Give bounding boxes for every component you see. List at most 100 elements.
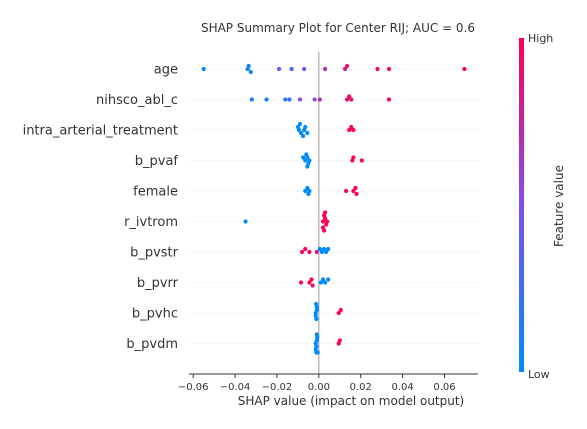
- shap-point: [299, 249, 305, 255]
- shap-point: [321, 246, 327, 252]
- shap-point: [303, 246, 308, 252]
- shap-point: [301, 133, 306, 139]
- shap-point: [351, 155, 356, 160]
- shap-point: [276, 66, 282, 72]
- colorbar-title: Feature value: [552, 165, 566, 247]
- shap-point: [326, 277, 331, 282]
- shap-point: [337, 338, 342, 343]
- shap-point: [345, 63, 350, 69]
- shap-point: [304, 152, 309, 157]
- shap-point: [298, 280, 304, 285]
- shap-point: [307, 249, 312, 255]
- shap-point: [354, 191, 359, 197]
- feature-label: b_pvhc: [132, 307, 178, 322]
- shap-point: [297, 121, 303, 127]
- shap-point: [326, 246, 331, 252]
- shap-point: [317, 97, 322, 102]
- shap-point: [345, 97, 350, 102]
- shap-point: [320, 219, 326, 224]
- shap-point: [338, 307, 343, 313]
- shap-point: [462, 66, 467, 72]
- colorbar-low-label: Low: [528, 368, 550, 381]
- shap-point: [349, 97, 354, 102]
- shap-point: [314, 316, 319, 322]
- shap-point: [359, 158, 364, 163]
- colorbar: [519, 38, 524, 372]
- x-tick-label: 0.06: [433, 382, 455, 393]
- feature-label: nihsco_abl_c: [96, 93, 178, 108]
- shap-point: [305, 164, 310, 169]
- shap-point: [323, 280, 328, 285]
- x-tick-label: −0.06: [178, 382, 209, 393]
- x-tick-label: 0.04: [391, 382, 413, 393]
- shap-point: [298, 130, 304, 136]
- x-axis-ticks: −0.06 −0.04 −0.02 0.00 0.02 0.04 0.06: [178, 374, 456, 393]
- shap-point: [287, 97, 292, 102]
- shap-point: [349, 124, 354, 130]
- shap-point: [323, 66, 328, 72]
- feature-label: female: [133, 185, 178, 200]
- shap-point: [336, 310, 341, 316]
- shap-point: [314, 332, 319, 337]
- feature-rows: age nihsco_abl_c intra_arterial_treatmentb…: [23, 63, 478, 352]
- shap-point: [307, 280, 312, 285]
- shap-point: [351, 127, 356, 133]
- shap-point: [314, 307, 319, 313]
- shap-point: [324, 249, 329, 255]
- shap-point: [317, 246, 322, 252]
- feature-label: b_pvrr: [137, 276, 179, 291]
- feature-label: b_pvstr: [130, 246, 179, 261]
- shap-point: [303, 188, 308, 194]
- shap-point: [351, 188, 356, 194]
- shap-point: [297, 97, 303, 102]
- feature-label: intra_arterial_treatment: [23, 124, 178, 139]
- shap-point: [353, 185, 358, 191]
- shap-point: [310, 283, 315, 288]
- shap-point: [342, 66, 348, 72]
- x-tick-label: −0.04: [220, 382, 251, 393]
- shap-point: [303, 124, 308, 130]
- shap-points: [201, 63, 467, 355]
- feature-label: b_pvdm: [126, 337, 178, 352]
- shap-point: [306, 191, 311, 197]
- shap-point: [314, 249, 319, 255]
- shap-point: [347, 94, 352, 99]
- shap-point: [314, 301, 319, 307]
- shap-point: [375, 66, 380, 72]
- shap-point: [243, 219, 248, 224]
- shap-point: [264, 97, 269, 102]
- shap-point: [347, 127, 352, 133]
- shap-point: [325, 219, 330, 224]
- feature-label: age: [154, 63, 178, 78]
- shap-point: [249, 97, 254, 102]
- shap-point: [301, 155, 306, 160]
- shap-point: [248, 69, 253, 75]
- shap-point: [283, 97, 288, 102]
- colorbar-high-label: High: [528, 32, 553, 45]
- shap-point: [302, 66, 307, 72]
- shap-point: [320, 277, 326, 282]
- x-axis-label: SHAP value (impact on model output): [238, 394, 465, 408]
- shap-point: [343, 188, 349, 194]
- shap-point: [321, 228, 327, 233]
- x-tick-label: −0.02: [262, 382, 293, 393]
- shap-point: [303, 158, 308, 163]
- shap-point: [295, 124, 300, 130]
- shap-point: [246, 63, 251, 69]
- shap-point: [309, 277, 314, 282]
- shap-point: [305, 130, 310, 136]
- shap-point: [305, 185, 310, 191]
- feature-label: b_pvaf: [135, 154, 179, 169]
- shap-point: [323, 210, 328, 215]
- shap-point: [318, 280, 324, 285]
- chart-title: SHAP Summary Plot for Center RIJ; AUC = …: [201, 21, 475, 35]
- feature-label: r_ivtrom: [124, 215, 178, 230]
- shap-point: [289, 66, 294, 72]
- shap-point: [315, 350, 320, 355]
- x-tick-label: 0.02: [350, 382, 372, 393]
- shap-point: [201, 66, 206, 72]
- x-tick-label: 0.00: [308, 382, 330, 393]
- shap-point: [386, 66, 392, 72]
- shap-point: [319, 249, 325, 255]
